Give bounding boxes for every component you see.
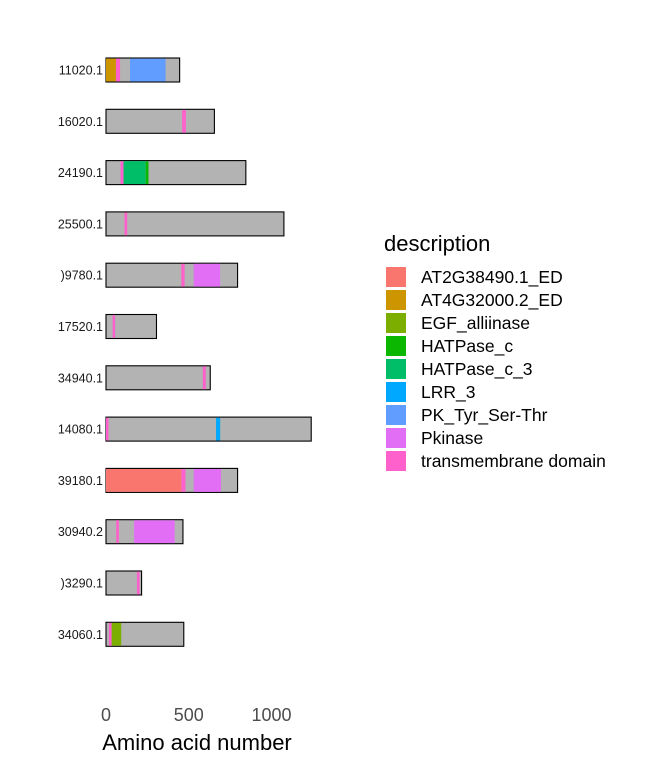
protein-row: 34940.1: [58, 365, 211, 391]
legend-swatch: [386, 405, 406, 425]
domain-block: [193, 469, 222, 492]
protein-label: 17520.1: [58, 320, 103, 334]
legend-item: HATPase_c_3: [386, 359, 533, 380]
protein-label: 14080.1: [58, 423, 103, 437]
protein-row: )9780.1: [61, 262, 239, 288]
domain-block: [129, 58, 166, 82]
protein-row: 24190.1: [58, 160, 247, 186]
protein-row: )3290.1: [61, 570, 143, 596]
domain-block: [116, 520, 119, 544]
domain-block: [115, 58, 121, 82]
legend-label: HATPase_c_3: [421, 359, 533, 380]
legend-item: PK_Tyr_Ser-Thr: [386, 405, 548, 426]
protein-row: 17520.1: [58, 313, 158, 340]
legend-swatch: [386, 451, 406, 471]
legend-label: EGF_alliinase: [421, 313, 530, 334]
legend-label: PK_Tyr_Ser-Thr: [421, 405, 548, 426]
legend-item: HATPase_c: [386, 336, 513, 357]
protein-label: 16020.1: [58, 115, 103, 129]
domain-block: [123, 161, 146, 184]
legend-swatch: [386, 359, 406, 379]
legend-item: EGF_alliinase: [386, 313, 530, 334]
protein-label: 24190.1: [58, 166, 103, 180]
domain-block: [202, 366, 206, 390]
protein-row: 14080.1: [58, 416, 312, 442]
protein-label: 34940.1: [58, 371, 103, 385]
protein-row: 39180.1: [58, 467, 239, 493]
domain-block: [134, 520, 175, 544]
domain-block: [112, 315, 116, 338]
legend-items: AT2G38490.1_EDAT4G32000.2_EDEGF_alliinas…: [386, 267, 606, 471]
domain-block: [182, 109, 186, 133]
domain-block: [106, 417, 109, 441]
x-tick-label: 500: [174, 705, 204, 725]
legend-swatch: [386, 428, 406, 448]
domain-block: [216, 417, 221, 441]
protein-rows: 11020.1 16020.1 24190.1 25500.1 )9780.1 17520…: [58, 57, 312, 647]
legend-swatch: [386, 336, 406, 356]
legend: description AT2G38490.1_EDAT4G32000.2_ED…: [384, 231, 606, 471]
legend-label: LRR_3: [421, 382, 475, 403]
x-tick-label: 0: [101, 705, 111, 725]
protein-bar: [105, 365, 211, 391]
domain-block: [193, 263, 221, 287]
domain-block: [181, 469, 186, 492]
legend-item: LRR_3: [386, 382, 475, 403]
protein-bar: [105, 570, 143, 596]
legend-label: AT4G32000.2_ED: [421, 290, 563, 311]
x-axis-title: Amino acid number: [102, 730, 292, 755]
protein-label: 11020.1: [59, 64, 103, 78]
legend-item: Pkinase: [386, 428, 483, 448]
protein-row: 16020.1: [58, 108, 215, 134]
protein-row: 34060.1: [58, 621, 185, 647]
domain-block: [106, 58, 116, 82]
protein-bar: [105, 211, 285, 237]
domain-block: [111, 622, 122, 646]
domain-block: [106, 469, 182, 492]
legend-item: AT2G38490.1_ED: [386, 267, 563, 288]
legend-swatch: [386, 267, 406, 287]
protein-label: 25500.1: [58, 217, 103, 231]
domain-block: [136, 571, 140, 595]
protein-label: )9780.1: [61, 269, 103, 283]
legend-label: AT2G38490.1_ED: [421, 267, 563, 288]
protein-bar: [105, 416, 312, 442]
protein-label: )3290.1: [61, 577, 103, 591]
legend-swatch: [386, 313, 406, 333]
domain-block: [120, 161, 124, 184]
legend-label: Pkinase: [421, 428, 483, 448]
legend-swatch: [386, 290, 406, 310]
legend-swatch: [386, 382, 406, 402]
protein-label: 30940.2: [58, 525, 103, 539]
protein-row: 11020.1: [59, 57, 181, 83]
legend-label: HATPase_c: [421, 336, 513, 357]
protein-label: 39180.1: [58, 474, 103, 488]
protein-label: 34060.1: [58, 628, 103, 642]
legend-label: transmembrane domain: [421, 451, 606, 471]
domain-block: [181, 263, 185, 287]
legend-item: transmembrane domain: [386, 451, 606, 471]
protein-row: 30940.2: [58, 519, 184, 545]
legend-title: description: [384, 231, 490, 256]
x-tick-label: 1000: [251, 705, 291, 725]
domain-block: [145, 161, 149, 184]
protein-row: 25500.1: [58, 211, 285, 237]
domain-block: [108, 622, 112, 646]
protein-bar: [105, 108, 215, 134]
domain-block: [124, 212, 128, 236]
x-axis: 0 500 1000: [101, 705, 292, 725]
legend-item: AT4G32000.2_ED: [386, 290, 563, 311]
